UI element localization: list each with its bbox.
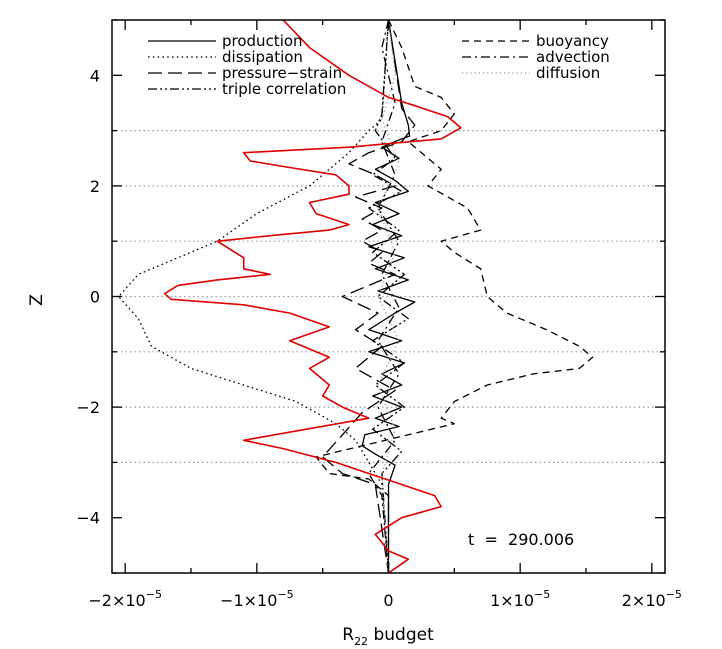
series-diffusion — [377, 19, 400, 574]
x-tick-label: 1×10−5 — [490, 588, 550, 610]
x-tick-label: 0 — [383, 591, 393, 610]
y-tick-label: 0 — [90, 288, 100, 307]
legend: productiondissipationpressure−straintrip… — [148, 32, 610, 98]
legend-label: buoyancy — [536, 32, 609, 50]
series-layer — [117, 19, 594, 574]
legend-label: diffusion — [536, 64, 600, 82]
y-axis-label: Z — [27, 294, 47, 306]
y-tick-label: −4 — [76, 509, 100, 528]
series-dissipation — [117, 19, 390, 574]
x-tick-label: −1×10−5 — [220, 588, 294, 610]
series-production — [361, 19, 416, 573]
series-triple-correlation — [368, 19, 409, 574]
series-red-curve — [163, 19, 462, 574]
tick-labels: −2×10−5 −1×10−5 0 1×10−5 2×10−5 4 2 0 −2 −4 — [76, 19, 682, 610]
legend-label: production — [222, 32, 303, 50]
legend-label: pressure−strain — [222, 64, 342, 82]
series-advection — [368, 19, 400, 574]
x-axis-label: R22 budget — [342, 625, 434, 648]
y-tick-label: 2 — [90, 177, 100, 196]
x-tick-label: 2×10−5 — [622, 588, 682, 610]
legend-label: dissipation — [222, 48, 303, 66]
y-tick-label: −2 — [76, 398, 100, 417]
x-tick-label: −2×10−5 — [88, 588, 162, 610]
time-annotation: t = 290.006 — [468, 530, 574, 549]
legend-label: advection — [536, 48, 610, 66]
series-buoyancy — [315, 19, 594, 573]
legend-label: triple correlation — [222, 80, 346, 98]
y-tick-label: 4 — [90, 66, 100, 85]
